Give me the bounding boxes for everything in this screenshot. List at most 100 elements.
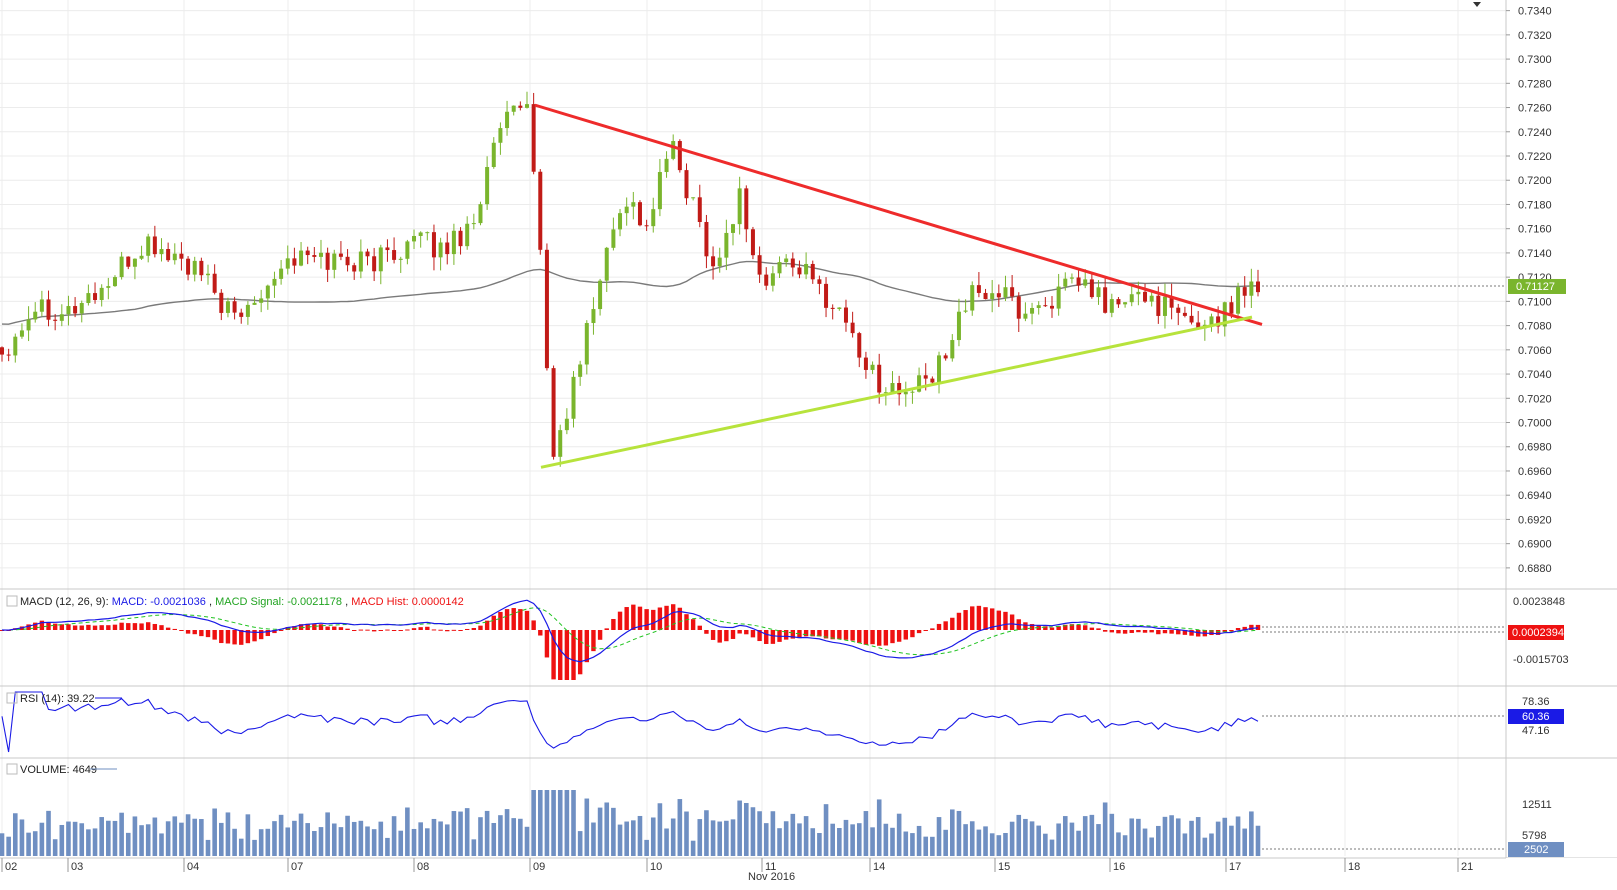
candle-body [39, 299, 44, 312]
price-tick-label: 0.6960 [1518, 466, 1552, 478]
volume-bar [1062, 816, 1068, 856]
volume-bar [345, 815, 350, 856]
macd-hist-bar [239, 630, 244, 645]
macd-hist-bar [1096, 628, 1101, 630]
macd-hist-bar [1249, 624, 1254, 630]
volume-bar [12, 813, 18, 856]
macd-hist-bar [531, 620, 536, 630]
volume-bar [883, 823, 889, 856]
candle-body [405, 241, 410, 259]
macd-hist-bar [890, 630, 895, 644]
volume-bar [458, 811, 463, 856]
macd-hist-bar [750, 630, 756, 638]
volume-bar [856, 823, 862, 856]
moving-average-line [1, 260, 1259, 325]
macd-hist-bar [39, 620, 45, 630]
candle-body [784, 258, 789, 263]
price-tick-label: 0.7340 [1518, 6, 1552, 18]
candle-body [1216, 316, 1221, 327]
rsi-legend: RSI (14): 39.22 [20, 693, 95, 705]
candle-body [112, 277, 117, 287]
candle-body [1129, 294, 1134, 303]
volume-bar [32, 831, 38, 856]
volume-bar [179, 822, 184, 856]
macd-hist-bar [86, 624, 91, 630]
volume-bar [371, 829, 377, 856]
candle-body [1209, 316, 1214, 325]
volume-bar [650, 817, 656, 856]
macd-hist-bar [126, 623, 131, 630]
macd-hist-bar [212, 630, 217, 640]
volume-bar [252, 839, 257, 856]
candle-body [1143, 291, 1148, 302]
volume-bar [212, 808, 217, 856]
volume-bar [285, 827, 291, 856]
volume-bar [19, 819, 25, 856]
volume-bar [936, 817, 942, 856]
macd-hist-bar [963, 610, 968, 630]
volume-bar [119, 812, 124, 856]
macd-hist-bar [1229, 630, 1234, 632]
time-axis: 02 03 04 07 08 09 10 11 14 15 16 17 18 21 [0, 857, 1617, 885]
candle-body [644, 225, 649, 227]
macd-legend-prefix: MACD (12, 26, 9): [20, 596, 112, 608]
macd-hist-bar [631, 604, 636, 630]
volume-bar [132, 816, 138, 856]
volume-bar [79, 823, 85, 856]
candle-body [265, 285, 270, 299]
macd-hist-bar [511, 608, 516, 630]
volume-bar [1175, 818, 1181, 856]
macd-hist-bar [737, 630, 742, 634]
candle-body [618, 213, 623, 230]
candle-body [418, 232, 423, 236]
collapse-caret-icon[interactable] [1473, 2, 1481, 7]
candle-body [199, 260, 204, 276]
rsi-toggle-checkbox[interactable] [6, 692, 18, 704]
macd-hist-bar [983, 607, 988, 630]
volume-bar [950, 809, 955, 856]
volume-bar [863, 811, 869, 856]
macd-hist-bar [943, 621, 948, 630]
macd-hist-bar [132, 623, 138, 630]
candle-body [212, 273, 217, 293]
macd-toggle-checkbox[interactable] [6, 595, 18, 607]
volume-bar [46, 810, 51, 856]
macd-hist-bar [1176, 630, 1181, 635]
volume-bar [1116, 832, 1121, 856]
volume-bar [956, 810, 962, 856]
candle-body [717, 257, 722, 267]
volume-bar [790, 813, 796, 856]
volume-bar [1182, 833, 1188, 856]
price-tick-label: 0.7300 [1518, 54, 1552, 66]
candle-body [132, 258, 137, 267]
macd-hist-bar [458, 630, 463, 631]
candle-body [186, 258, 191, 275]
candle-body [252, 302, 257, 305]
price-tick-label: 0.6940 [1518, 490, 1552, 502]
macd-hist-bar [139, 623, 144, 630]
volume-toggle-checkbox[interactable] [6, 763, 18, 775]
candle-body [206, 273, 211, 276]
candle-body [923, 375, 928, 379]
volume-bar [185, 814, 191, 856]
volume-bar [903, 831, 909, 856]
volume-bar [823, 804, 829, 856]
candles [0, 91, 1260, 467]
volume-bar [1023, 818, 1028, 856]
candle-body [930, 378, 935, 383]
macd-hist-bar [365, 629, 370, 631]
macd-hist-bar [484, 620, 490, 630]
macd-hist-bar [896, 630, 902, 642]
candle-body [1096, 287, 1101, 298]
macd-hist-bar [704, 630, 709, 634]
support-trendline[interactable] [540, 315, 1253, 469]
volume-bar [1235, 816, 1241, 856]
macd-hist-bar [318, 624, 324, 630]
volume-bar [199, 819, 204, 856]
macd-hist-bar [564, 630, 570, 680]
macd-hist-bar [1162, 630, 1168, 634]
volume-bar [464, 808, 470, 856]
volume-bar [305, 823, 310, 856]
resistance-trendline[interactable] [534, 103, 1263, 326]
day-tick-label: 16 [1113, 861, 1125, 873]
